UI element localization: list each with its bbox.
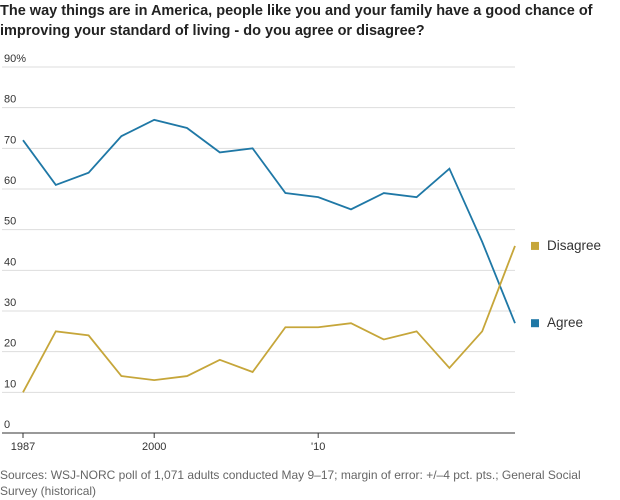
y-tick-label: 80 [4,94,16,106]
y-tick-label: 60 [4,175,16,187]
y-tick-label: 50 [4,216,16,228]
legend-label: Agree [547,315,583,330]
y-tick-label: 90% [4,53,26,65]
legend-swatch [531,319,539,328]
x-tick-label: '10 [311,441,325,453]
y-tick-label: 40 [4,256,16,268]
source-note: Sources: WSJ-NORC poll of 1,071 adults c… [0,468,581,498]
legend-label: Disagree [547,238,601,253]
y-tick-label: 70 [4,134,16,146]
series-line [22,118,516,324]
legend-swatch [531,241,539,250]
y-tick-label: 30 [4,297,16,309]
y-tick-label: 10 [4,378,16,390]
y-tick-label: 20 [4,338,16,350]
chart-title: The way things are in America, people li… [0,3,593,39]
y-tick-label: 0 [4,419,10,431]
x-tick-label: 1987 [11,441,35,453]
x-tick-label: 2000 [142,441,166,453]
series-line [22,245,516,393]
chart: 0 10 20 30 40 50 60 70 80 90% 1987 2000 '10 Agree Disa… [2,53,601,453]
